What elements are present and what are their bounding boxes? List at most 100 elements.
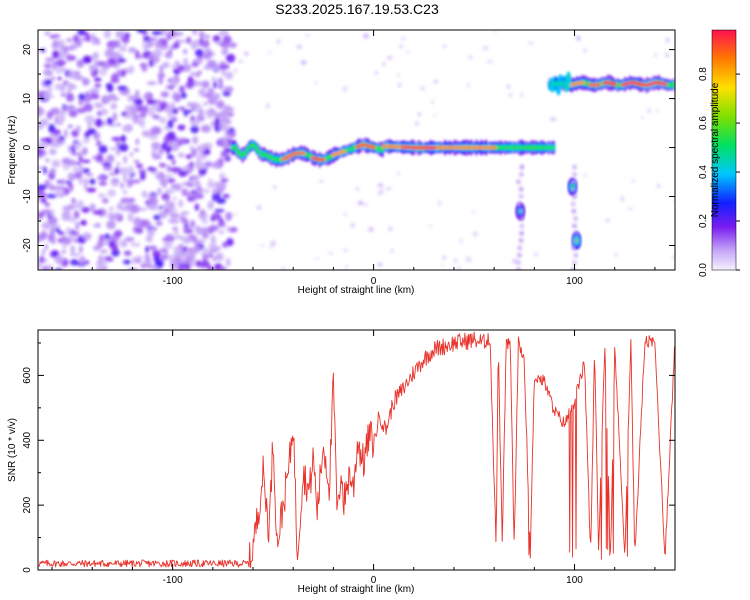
noise-speck xyxy=(89,203,96,212)
noise-speck xyxy=(178,137,187,144)
noise-speck xyxy=(222,242,228,247)
noise-speck xyxy=(169,217,178,223)
noise-speck xyxy=(140,171,146,181)
band-cell xyxy=(562,81,567,87)
noise-speck xyxy=(95,261,103,266)
noise-speck xyxy=(177,265,185,270)
noise-speck xyxy=(211,212,222,221)
noise-speck xyxy=(101,198,109,204)
noise-speck xyxy=(63,80,69,85)
y-tick-label: 0 xyxy=(22,144,33,150)
noise-speck xyxy=(218,79,223,86)
y-tick-label: -10 xyxy=(22,189,33,204)
y-tick-label: 600 xyxy=(22,367,33,384)
noise-speck xyxy=(120,182,125,189)
noise-speck xyxy=(212,188,218,195)
noise-speck xyxy=(52,39,60,49)
noise-speck xyxy=(168,49,173,55)
band-hotspot xyxy=(596,82,601,87)
noise-speck xyxy=(148,58,154,68)
noise-speck xyxy=(193,244,201,253)
noise-speck xyxy=(227,107,234,112)
noise-speck xyxy=(178,170,188,177)
noise-speck xyxy=(141,40,149,46)
noise-speck xyxy=(55,70,62,74)
noise-speck xyxy=(70,152,80,156)
streak-cell xyxy=(519,216,525,221)
noise-speck xyxy=(78,164,84,173)
noise-speck xyxy=(101,95,111,104)
noise-speck xyxy=(175,235,185,240)
noise-speck xyxy=(41,222,51,230)
band-cell xyxy=(380,147,385,152)
noise-speck xyxy=(97,193,106,199)
noise-speck xyxy=(118,44,127,53)
noise-speck xyxy=(48,234,53,243)
band-cell xyxy=(532,145,537,151)
noise-speck xyxy=(232,213,238,216)
colorbar-tick-label: 0.2 xyxy=(698,214,709,228)
noise-speck xyxy=(314,257,320,260)
noise-speck xyxy=(605,218,611,223)
noise-speck xyxy=(196,73,200,78)
noise-speck xyxy=(220,62,226,71)
band-hotspot xyxy=(491,146,497,150)
noise-speck xyxy=(126,165,135,175)
snr-x-label: Height of straight line (km) xyxy=(298,584,415,595)
band-cell xyxy=(544,145,549,150)
noise-speck xyxy=(152,153,162,160)
noise-speck xyxy=(665,52,669,58)
noise-speck xyxy=(315,80,318,85)
noise-speck xyxy=(126,197,136,203)
noise-speck xyxy=(108,44,115,49)
noise-speck xyxy=(127,212,134,220)
noise-speck xyxy=(206,182,217,188)
noise-speck xyxy=(276,39,281,44)
noise-speck xyxy=(203,101,208,106)
noise-speck xyxy=(41,267,49,270)
noise-speck xyxy=(159,177,168,187)
noise-speck xyxy=(86,187,97,193)
noise-region xyxy=(38,30,675,270)
noise-speck xyxy=(191,79,196,84)
noise-speck xyxy=(154,259,164,268)
noise-speck xyxy=(377,262,383,267)
noise-speck xyxy=(190,72,198,76)
noise-speck xyxy=(219,172,226,180)
noise-speck xyxy=(96,140,102,147)
noise-speck xyxy=(431,99,434,105)
noise-speck xyxy=(38,255,45,264)
noise-speck xyxy=(212,35,221,43)
noise-speck xyxy=(104,233,110,241)
noise-speck xyxy=(364,202,368,208)
noise-speck xyxy=(368,227,374,232)
noise-speck xyxy=(133,98,144,106)
noise-speck xyxy=(93,77,102,82)
noise-speck xyxy=(171,77,179,87)
noise-speck xyxy=(154,41,163,49)
band-hotspot xyxy=(341,149,346,154)
streak-cell xyxy=(516,260,521,265)
noise-speck xyxy=(243,51,249,56)
noise-speck xyxy=(198,30,205,39)
noise-speck xyxy=(620,196,625,202)
noise-speck xyxy=(219,109,229,118)
noise-speck xyxy=(141,191,147,197)
noise-speck xyxy=(176,64,185,73)
streak-cell xyxy=(516,201,522,207)
noise-speck xyxy=(216,100,225,109)
noise-speck xyxy=(226,226,232,231)
noise-speck xyxy=(192,136,199,144)
noise-speck xyxy=(200,124,212,133)
noise-speck xyxy=(357,200,364,206)
band-cell xyxy=(551,145,556,150)
noise-speck xyxy=(110,73,119,82)
noise-speck xyxy=(114,39,121,48)
noise-speck xyxy=(228,42,237,48)
noise-speck xyxy=(83,178,88,186)
noise-speck xyxy=(75,221,80,231)
noise-speck xyxy=(123,242,127,248)
noise-speck xyxy=(134,255,144,260)
noise-speck xyxy=(102,162,112,167)
noise-speck xyxy=(167,145,172,152)
